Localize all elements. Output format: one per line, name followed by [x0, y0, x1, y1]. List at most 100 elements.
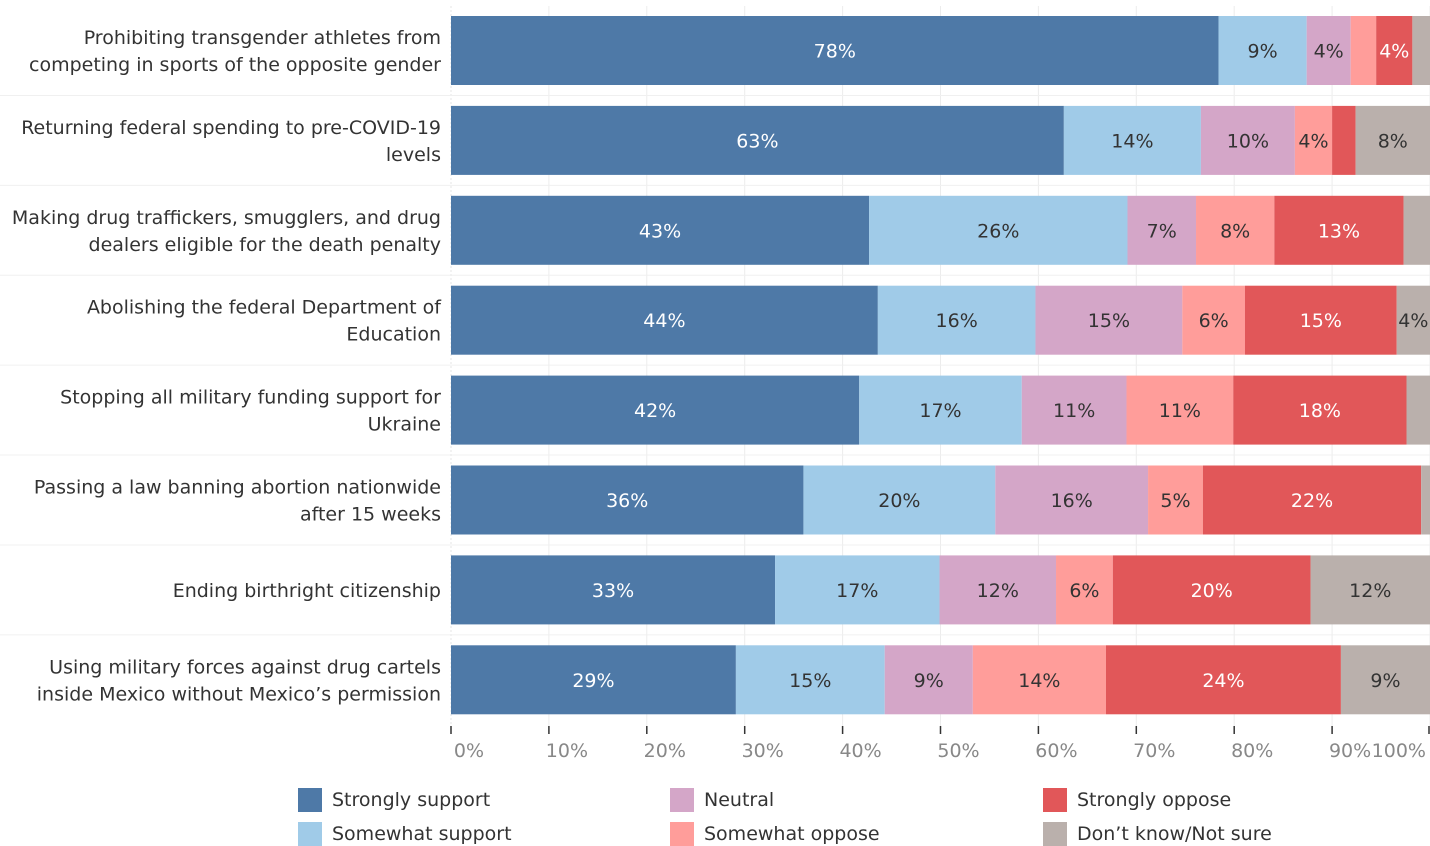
data-label-row4-s2: 11%	[1053, 400, 1095, 422]
data-label-row2-s0: 43%	[639, 220, 681, 242]
bar-segment-row4-s2	[1021, 375, 1127, 445]
data-label-row3-s1: 16%	[936, 310, 978, 332]
data-label-row2-s2: 7%	[1147, 220, 1177, 242]
data-label-row7-s2: 9%	[914, 670, 944, 692]
legend-label-somewhat-oppose: Somewhat oppose	[704, 823, 880, 845]
category-label-0: Prohibiting transgender athletes from com…	[29, 27, 441, 76]
data-label-row0-s4: 4%	[1379, 41, 1409, 63]
x-tick-label-5: 50%	[937, 740, 979, 762]
bar-segment-row7-s2	[884, 645, 973, 715]
bar-segment-row1-s5	[1355, 105, 1430, 175]
data-label-row5-s1: 20%	[878, 490, 920, 512]
bar-segment-row0-s2	[1306, 16, 1351, 85]
data-label-row7-s5: 9%	[1370, 670, 1400, 692]
data-label-row5-s0: 36%	[606, 490, 648, 512]
category-label-0-line-0: Prohibiting transgender athletes from	[84, 27, 441, 49]
category-label-3-line-1: Education	[346, 324, 441, 346]
data-label-row6-s0: 33%	[592, 580, 634, 602]
legend-item-strongly-support: Strongly support	[298, 788, 490, 812]
data-label-row5-s2: 16%	[1051, 490, 1093, 512]
category-label-5-line-0: Passing a law banning abortion nationwid…	[34, 477, 441, 499]
category-label-7: Using military forces against drug carte…	[37, 656, 441, 705]
x-tick-label-2: 20%	[644, 740, 686, 762]
data-label-row1-s1: 14%	[1111, 130, 1153, 152]
bar-segment-row5-s2	[995, 465, 1149, 535]
category-label-7-line-1: inside Mexico without Mexico’s permissio…	[37, 683, 441, 705]
x-tick-label-0: 0%	[454, 740, 484, 762]
bar-segment-row6-s5	[1310, 555, 1430, 625]
category-label-3-line-0: Abolishing the federal Department of	[87, 297, 442, 319]
data-label-row6-s5: 12%	[1349, 580, 1391, 602]
data-label-row6-s4: 20%	[1191, 580, 1233, 602]
legend-label-neutral: Neutral	[704, 789, 775, 811]
category-label-4: Stopping all military funding support fo…	[60, 387, 441, 436]
bar-segment-row5-s4	[1202, 465, 1422, 535]
category-label-0-line-1: competing in sports of the opposite gend…	[29, 54, 441, 76]
bar-segment-row5-s1	[803, 465, 996, 535]
chart-svg: 78% 9% 4% 4% 63% 14% 10% 4% 8% 43% 26% 7% 8% 13% 44% 16…	[0, 6, 1430, 762]
data-label-row2-s3: 8%	[1220, 220, 1250, 242]
x-tick-label-3: 30%	[742, 740, 784, 762]
category-label-1-line-1: levels	[386, 144, 441, 166]
bar-segment-row7-s4	[1105, 645, 1341, 715]
bar-segment-row4-s5	[1406, 375, 1430, 445]
bar-segment-row2-s3	[1196, 195, 1275, 265]
legend-swatch-somewhat-oppose	[670, 822, 694, 846]
bar-segment-row3-s3	[1182, 285, 1245, 355]
bar-segment-row3-s0	[451, 285, 878, 355]
bars: 78% 9% 4% 4% 63% 14% 10% 4% 8% 43% 26% 7% 8% 13% 44% 16…	[451, 16, 1430, 715]
data-label-row1-s2: 10%	[1227, 130, 1269, 152]
category-label-1-line-0: Returning federal spending to pre-COVID-…	[21, 117, 441, 139]
bar-segment-row2-s4	[1274, 195, 1404, 265]
data-label-row5-s3: 5%	[1160, 490, 1190, 512]
bar-segment-row6-s2	[939, 555, 1057, 625]
bar-segment-row1-s2	[1200, 105, 1295, 175]
data-label-row1-s0: 63%	[736, 130, 778, 152]
category-label-5: Passing a law banning abortion nationwid…	[34, 477, 441, 526]
x-tick-label-1: 10%	[546, 740, 588, 762]
data-label-row1-s3: 4%	[1298, 130, 1328, 152]
bar-segment-row6-s0	[451, 555, 776, 625]
data-label-row7-s4: 24%	[1202, 670, 1244, 692]
bar-segment-row0-s3	[1350, 16, 1377, 85]
x-tick-label-4: 40%	[839, 740, 881, 762]
bar-segment-row4-s1	[859, 375, 1022, 445]
data-label-row3-s4: 15%	[1300, 310, 1342, 332]
bar-segment-row6-s1	[775, 555, 940, 625]
category-label-2-line-0: Making drug traffickers, smugglers, and …	[12, 207, 441, 229]
legend-item-neutral: Neutral	[670, 788, 774, 812]
category-label-2: Making drug traffickers, smugglers, and …	[12, 207, 441, 256]
data-label-row6-s2: 12%	[977, 580, 1019, 602]
bar-segment-row2-s5	[1403, 195, 1430, 265]
legend-item-somewhat-support: Somewhat support	[298, 822, 512, 846]
category-label-2-line-1: dealers eligible for the death penalty	[89, 234, 441, 256]
x-tick-label-10: 100%	[1372, 740, 1426, 762]
data-label-row4-s1: 17%	[919, 400, 961, 422]
category-labels: Prohibiting transgender athletes from com…	[12, 27, 442, 705]
data-label-row3-s0: 44%	[643, 310, 685, 332]
data-label-row6-s3: 6%	[1069, 580, 1099, 602]
x-tick-label-9: 90%	[1329, 740, 1371, 762]
data-label-row3-s2: 15%	[1088, 310, 1130, 332]
legend-label-dont-know: Don’t know/Not sure	[1077, 823, 1272, 845]
bar-segment-row3-s2	[1035, 285, 1183, 355]
data-label-row0-s0: 78%	[814, 41, 856, 63]
bar-segment-row5-s5	[1421, 465, 1430, 535]
bar-segment-row0-s4	[1376, 16, 1413, 85]
bar-segment-row0-s1	[1218, 16, 1307, 85]
data-label-row0-s1: 9%	[1248, 41, 1278, 63]
category-label-5-line-1: after 15 weeks	[300, 504, 441, 526]
category-label-1: Returning federal spending to pre-COVID-…	[21, 117, 441, 166]
bar-segment-row4-s3	[1126, 375, 1234, 445]
bar-segment-row1-s4	[1332, 105, 1356, 175]
category-label-3: Abolishing the federal Department of Educ…	[87, 297, 442, 346]
legend-swatch-dont-know	[1043, 822, 1067, 846]
x-tick-label-7: 70%	[1133, 740, 1175, 762]
data-label-row1-s5: 8%	[1378, 130, 1408, 152]
bar-segment-row1-s3	[1294, 105, 1333, 175]
bar-segment-row7-s5	[1340, 645, 1430, 715]
bar-segment-row1-s0	[451, 105, 1064, 175]
bar-segment-row4-s0	[451, 375, 860, 445]
data-label-row4-s0: 42%	[634, 400, 676, 422]
